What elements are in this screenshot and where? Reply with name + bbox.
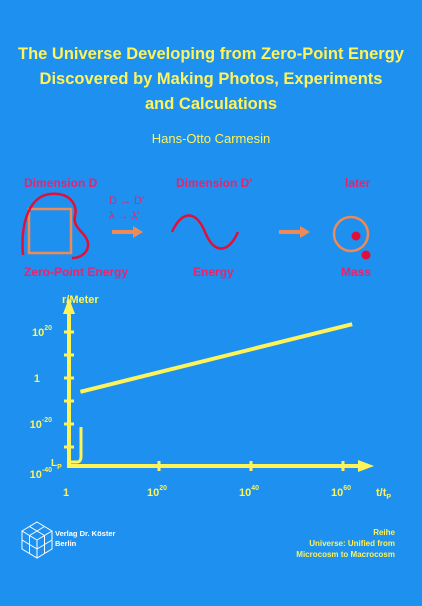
title-line-2: Discovered by Making Photos, Experiments [39, 70, 383, 88]
publisher-line-2: Berlin [55, 539, 77, 548]
x-tick-label: 1020 [147, 485, 167, 499]
zero-point-energy-icon [21, 192, 90, 260]
x-tick-label: 1060 [331, 485, 351, 499]
planck-length-label: LP [51, 458, 62, 471]
author-name: Hans-Otto Carmesin [151, 131, 271, 146]
title-line-3: and Calculations [144, 95, 278, 113]
y-tick-label: 1 [34, 373, 40, 385]
x-axis-arrow [358, 460, 374, 472]
dimension-d-label: Dimension D [24, 176, 98, 190]
zero-point-energy-label: Zero-Point Energy [24, 265, 129, 279]
y-ticks [64, 330, 74, 449]
series-info: Reihe Universe: Unified from Microcosm t… [296, 527, 395, 560]
publisher-logo-icon [21, 521, 53, 559]
series-label: Reihe [373, 528, 395, 537]
y-axis-label: r/Meter [62, 294, 99, 306]
publisher-name: Verlag Dr. Köster Berlin [55, 529, 115, 549]
y-tick-label: 10-40 [30, 467, 52, 481]
series-line-2: Microcosm to Macrocosm [296, 550, 395, 559]
y-axis-arrow [63, 298, 75, 314]
wavelength-transition-label: λ → λ' [109, 210, 140, 222]
dimension-transition-label: D → D' [109, 195, 145, 207]
x-tick-label: 1 [63, 487, 69, 499]
tick-labels: 10-40 10-20 1 1020 1 1020 1040 1060 [30, 325, 351, 499]
mass-icon [332, 215, 371, 260]
series-line-1: Universe: Unified from [309, 539, 395, 548]
publisher-line-1: Verlag Dr. Köster [55, 529, 116, 538]
energy-wave-icon [170, 214, 240, 250]
book-title: The Universe Developing from Zero-Point … [0, 42, 422, 117]
x-ticks [157, 461, 345, 471]
y-tick-label: 1020 [32, 325, 52, 339]
mass-label: Mass [341, 265, 372, 279]
arrow-right-icon [112, 226, 143, 238]
y-tick-label: 10-20 [30, 417, 52, 431]
x-tick-label: 1040 [239, 485, 259, 499]
energy-label: Energy [193, 265, 234, 279]
expansion-line [79, 322, 353, 394]
dimension-d-prime-label: Dimension D' [176, 176, 253, 190]
arrow-right-icon [279, 226, 310, 238]
title-line-1: The Universe Developing from Zero-Point … [18, 45, 404, 63]
planck-hook [69, 427, 83, 464]
radius-time-chart: r/Meter t/tP LP 10-40 10-20 1 1020 1 1020 1040… [30, 294, 392, 501]
later-label: later [345, 176, 371, 190]
x-axis-label: t/tP [376, 487, 391, 501]
